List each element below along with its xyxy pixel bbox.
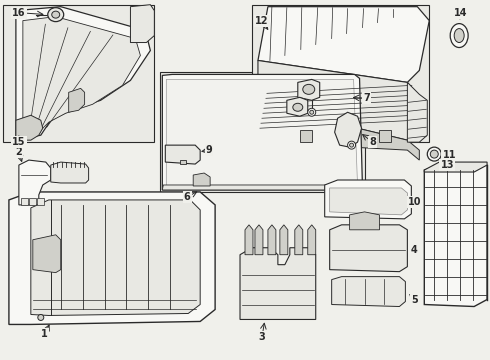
Ellipse shape xyxy=(310,110,314,114)
Polygon shape xyxy=(240,248,316,319)
Bar xyxy=(160,72,365,192)
Polygon shape xyxy=(298,80,319,100)
Polygon shape xyxy=(287,97,308,116)
Polygon shape xyxy=(162,75,363,190)
Polygon shape xyxy=(407,82,427,142)
Ellipse shape xyxy=(430,150,438,158)
Polygon shape xyxy=(379,130,392,142)
Text: 13: 13 xyxy=(441,160,454,170)
Ellipse shape xyxy=(454,28,464,42)
Polygon shape xyxy=(130,5,154,42)
Ellipse shape xyxy=(52,11,60,18)
Polygon shape xyxy=(193,173,210,186)
Polygon shape xyxy=(23,17,141,135)
Polygon shape xyxy=(9,192,215,324)
Polygon shape xyxy=(424,165,487,306)
Bar xyxy=(252,5,429,142)
Text: 12: 12 xyxy=(255,15,269,26)
Polygon shape xyxy=(19,160,51,205)
Polygon shape xyxy=(330,225,407,272)
Text: 15: 15 xyxy=(12,137,25,147)
Text: 10: 10 xyxy=(408,197,421,207)
Polygon shape xyxy=(21,198,28,205)
Polygon shape xyxy=(69,88,85,112)
Ellipse shape xyxy=(427,147,441,161)
Polygon shape xyxy=(325,180,412,219)
Ellipse shape xyxy=(48,8,64,22)
Polygon shape xyxy=(424,162,487,172)
Polygon shape xyxy=(300,130,312,142)
Polygon shape xyxy=(165,145,200,164)
Polygon shape xyxy=(332,276,405,306)
Polygon shape xyxy=(16,7,150,140)
Polygon shape xyxy=(330,188,407,215)
Polygon shape xyxy=(33,235,61,273)
Ellipse shape xyxy=(349,143,354,147)
Polygon shape xyxy=(258,104,419,160)
Ellipse shape xyxy=(347,141,356,149)
Ellipse shape xyxy=(38,315,44,320)
Text: 4: 4 xyxy=(411,245,417,255)
Polygon shape xyxy=(31,200,200,315)
Polygon shape xyxy=(255,225,263,255)
Polygon shape xyxy=(280,225,288,255)
Bar xyxy=(3,5,154,142)
Polygon shape xyxy=(258,7,429,82)
Polygon shape xyxy=(37,198,44,205)
Text: 5: 5 xyxy=(411,294,417,305)
Polygon shape xyxy=(340,130,352,142)
Ellipse shape xyxy=(308,108,316,116)
Polygon shape xyxy=(295,225,303,255)
Ellipse shape xyxy=(450,24,468,48)
Polygon shape xyxy=(268,225,276,255)
Polygon shape xyxy=(29,198,36,205)
Text: 16: 16 xyxy=(12,8,25,18)
Ellipse shape xyxy=(303,84,315,94)
Polygon shape xyxy=(166,80,358,186)
Text: 8: 8 xyxy=(369,137,376,147)
Text: 2: 2 xyxy=(16,147,22,157)
Polygon shape xyxy=(349,212,379,230)
Polygon shape xyxy=(258,60,419,140)
Text: 7: 7 xyxy=(363,93,370,103)
Polygon shape xyxy=(51,162,89,183)
Polygon shape xyxy=(335,112,362,147)
Polygon shape xyxy=(16,115,43,140)
Polygon shape xyxy=(180,160,186,164)
Text: 14: 14 xyxy=(454,8,468,18)
Text: 6: 6 xyxy=(184,192,191,202)
Polygon shape xyxy=(245,225,253,255)
Polygon shape xyxy=(162,185,365,190)
Text: 11: 11 xyxy=(442,150,456,160)
Polygon shape xyxy=(308,225,316,255)
Text: 9: 9 xyxy=(206,145,213,155)
Text: 3: 3 xyxy=(259,332,265,342)
Text: 1: 1 xyxy=(41,329,48,339)
Ellipse shape xyxy=(293,103,303,111)
